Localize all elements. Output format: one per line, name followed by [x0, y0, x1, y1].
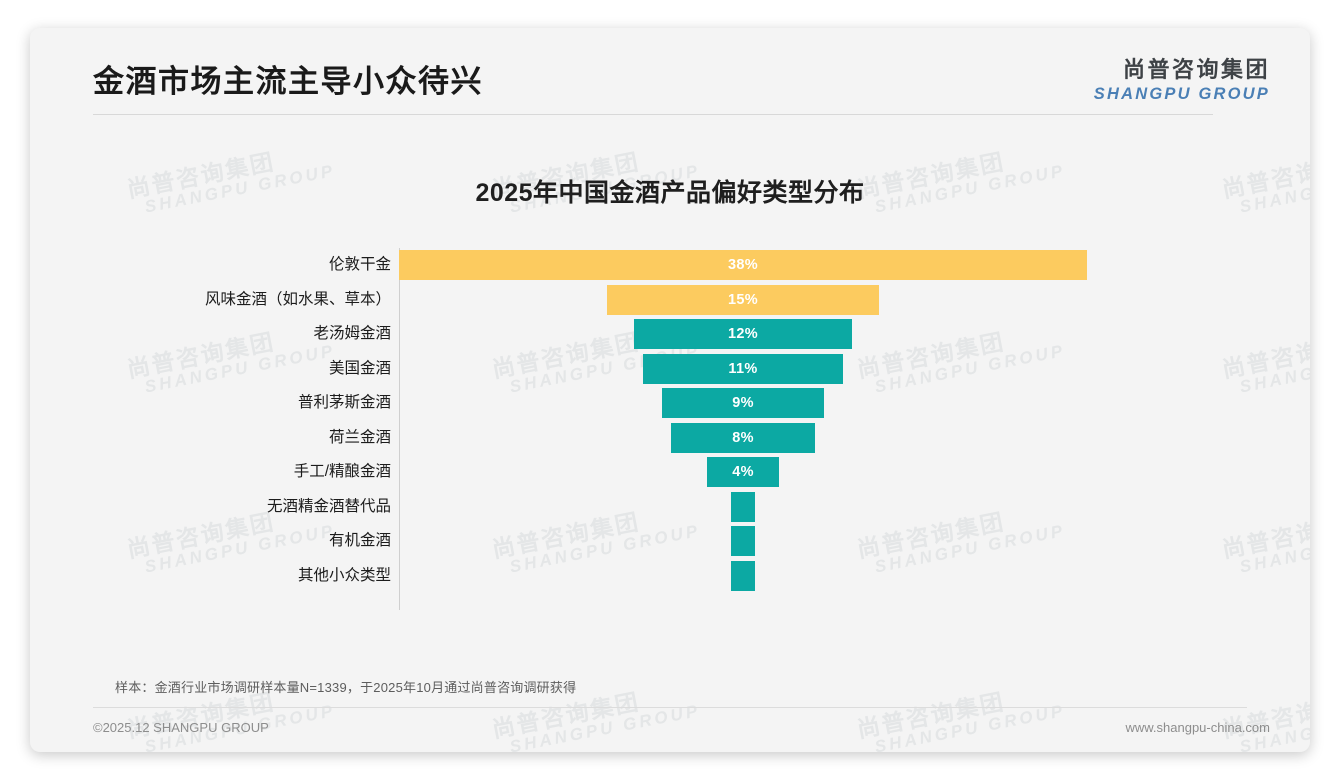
- category-label: 老汤姆金酒: [313, 325, 391, 342]
- chart-bar[interactable]: 9%: [661, 388, 825, 418]
- bar-wrapper: [30, 559, 1310, 594]
- chart-title: 2025年中国金酒产品偏好类型分布: [475, 179, 865, 207]
- chart-bar[interactable]: 8%: [670, 422, 816, 453]
- website-url: www.shangpu-china.com: [1125, 720, 1270, 735]
- bar-wrapper: 4%: [30, 455, 1310, 490]
- bar-value-label: 38%: [728, 257, 758, 273]
- chart-row: 普利茅斯金酒 9%: [30, 386, 1310, 421]
- chart-row: 有机金酒: [30, 524, 1310, 559]
- bar-value-label: 9%: [732, 395, 754, 411]
- page-title: 金酒市场主流主导小众待兴: [93, 64, 483, 99]
- slide-footer: ©2025.12 SHANGPU GROUP www.shangpu-china…: [30, 708, 1310, 752]
- chart-row: 无酒精金酒替代品: [30, 490, 1310, 525]
- bar-wrapper: 38%: [30, 248, 1310, 283]
- logo-chinese-text: 尚普咨询集团: [1122, 57, 1270, 82]
- chart-row: 风味金酒（如水果、草本） 15%: [30, 283, 1310, 318]
- chart-bar[interactable]: [731, 560, 755, 591]
- bar-wrapper: [30, 524, 1310, 559]
- chart-row: 伦敦干金 38%: [30, 248, 1310, 283]
- chart-row: 手工/精酿金酒 4%: [30, 455, 1310, 490]
- bar-value-label: 4%: [732, 464, 754, 480]
- category-label: 荷兰金酒: [328, 428, 391, 446]
- chart-axis-line: [399, 248, 400, 610]
- bar-value-label: 8%: [732, 429, 754, 446]
- chart-bar[interactable]: 38%: [399, 250, 1087, 280]
- bar-wrapper: 11%: [30, 352, 1310, 387]
- chart-row: 其他小众类型: [30, 559, 1310, 594]
- category-label: 普利茅斯金酒: [297, 394, 391, 411]
- chart-bar[interactable]: 4%: [706, 457, 780, 487]
- chart-row: 老汤姆金酒 12%: [30, 317, 1310, 352]
- chart-footnote: 样本：金酒行业市场调研样本量N=1339，于2025年10月通过尚普咨询调研获得: [115, 680, 577, 695]
- bar-wrapper: 12%: [30, 317, 1310, 352]
- bar-wrapper: 15%: [30, 283, 1310, 318]
- header-divider: [93, 114, 1213, 115]
- category-label: 伦敦干金: [328, 256, 391, 273]
- chart-container: 2025年中国金酒产品偏好类型分布 伦敦干金 38% 风味金酒（如水果、草本） 15%…: [30, 128, 1310, 688]
- slide-card: 尚普咨询集团 SHANGPU GROUP 尚普咨询集团 SHANGPU GROUP 尚普…: [30, 28, 1310, 752]
- bar-value-label: 15%: [728, 291, 758, 308]
- category-label: 其他小众类型: [297, 566, 391, 584]
- funnel-chart-plot: 伦敦干金 38% 风味金酒（如水果、草本） 15% 老汤姆金酒 12% 美国金酒 11% 普利茅…: [30, 248, 1310, 616]
- chart-bar[interactable]: [731, 526, 755, 556]
- category-label: 无酒精金酒替代品: [266, 497, 391, 515]
- chart-bar[interactable]: 11%: [643, 353, 843, 384]
- footer-divider: [93, 707, 1247, 708]
- category-label: 风味金酒（如水果、草本）: [204, 290, 391, 308]
- bar-value-label: 12%: [728, 326, 758, 342]
- category-label: 有机金酒: [328, 532, 391, 549]
- chart-row: 美国金酒 11%: [30, 352, 1310, 387]
- category-label: 美国金酒: [328, 359, 391, 377]
- bar-wrapper: [30, 490, 1310, 525]
- chart-bar[interactable]: 15%: [607, 284, 879, 315]
- company-logo: 尚普咨询集团 SHANGPU GROUP: [1093, 57, 1270, 103]
- logo-english-text: SHANGPU GROUP: [1093, 84, 1270, 103]
- chart-bar[interactable]: 12%: [634, 319, 852, 349]
- slide-header: 金酒市场主流主导小众待兴 尚普咨询集团 SHANGPU GROUP: [30, 28, 1310, 128]
- chart-bar[interactable]: [731, 491, 755, 522]
- category-label: 手工/精酿金酒: [293, 463, 391, 480]
- bar-value-label: 11%: [728, 360, 758, 377]
- bar-wrapper: 9%: [30, 386, 1310, 421]
- bar-wrapper: 8%: [30, 421, 1310, 456]
- chart-row: 荷兰金酒 8%: [30, 421, 1310, 456]
- copyright-text: ©2025.12 SHANGPU GROUP: [93, 720, 269, 735]
